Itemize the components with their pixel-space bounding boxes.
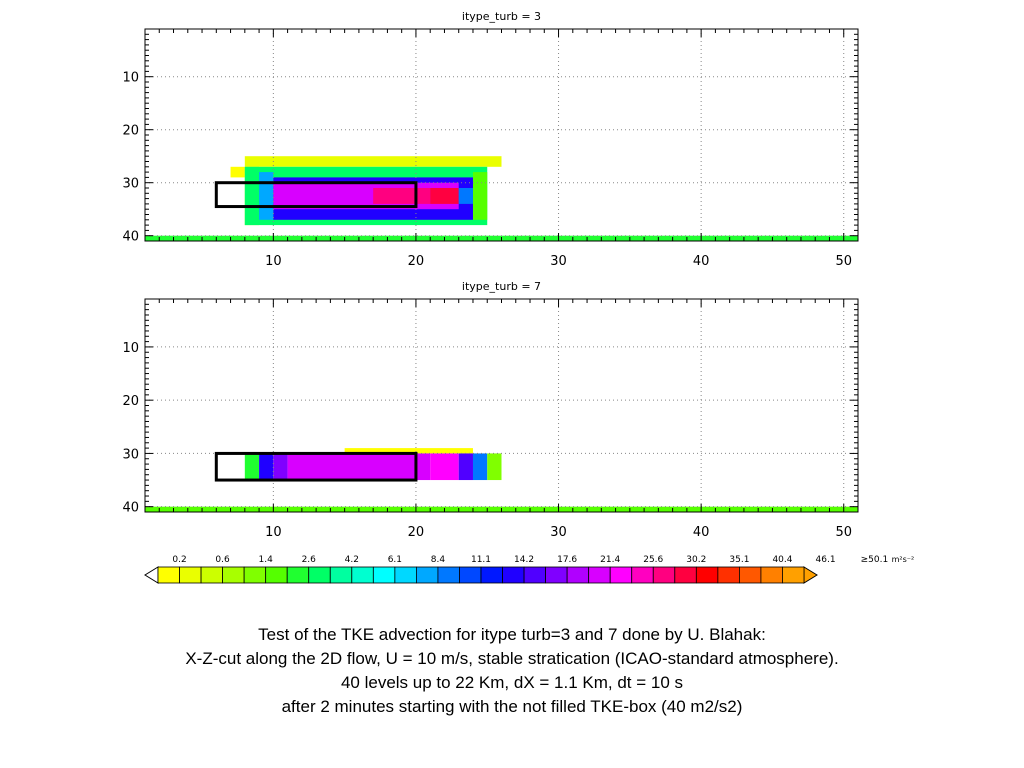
field-cell	[373, 188, 431, 204]
colorbar-label: 30.2	[686, 555, 706, 565]
y-tick-label: 30	[122, 177, 139, 192]
x-tick-label: 10	[265, 254, 282, 269]
figure: 10 20 30 40 50 10 20 30 40 itype_turb = 3 10 20 30 40…	[122, 10, 915, 584]
colorbar-under-arrow	[144, 566, 159, 584]
y-tick-label: 20	[122, 124, 139, 139]
caption: Test of the TKE advection for itype turb…	[0, 623, 1024, 719]
colorbar-swatch	[609, 566, 633, 584]
colorbar-swatch	[674, 566, 697, 584]
colorbar-swatch	[286, 566, 310, 584]
colorbar-label: 4.2	[345, 555, 359, 565]
field-cell	[230, 166, 245, 178]
colorbar-label: 21.4	[600, 555, 620, 565]
colorbar-label: 1.4	[259, 555, 274, 565]
colorbar-swatch	[502, 566, 525, 584]
field-cell	[458, 453, 473, 481]
initial-box	[214, 451, 418, 482]
x-tick-label: 40	[693, 525, 710, 540]
colorbar-swatch	[545, 566, 568, 584]
colorbar-swatch	[200, 566, 223, 584]
field-cell	[458, 188, 473, 204]
colorbar-units: m²s⁻²	[892, 555, 915, 564]
colorbar-swatch	[782, 566, 805, 584]
panel-title: itype_turb = 3	[462, 10, 541, 23]
colorbar-swatch	[437, 566, 460, 584]
caption-line-4: after 2 minutes starting with the not fi…	[281, 697, 743, 716]
colorbar-swatch	[308, 566, 331, 584]
colorbar-label: 25.6	[643, 555, 663, 565]
field-cell	[487, 453, 502, 481]
panel-1: 10 20 30 40 50 10 20 30 40 itype_turb = 3	[122, 10, 859, 269]
colorbar-swatch	[222, 566, 245, 584]
colorbar-swatch	[265, 566, 288, 584]
colorbar-swatch	[739, 566, 762, 584]
x-tick-label: 50	[835, 254, 852, 269]
colorbar-swatch	[459, 566, 482, 584]
colorbar-swatch	[695, 566, 719, 584]
colorbar-swatch	[351, 566, 374, 584]
initial-box	[214, 181, 418, 209]
colorbar: 0.2 0.6 1.4 2.6 4.2 6.1 8.4 11.1 14.2 17.6 21.4 25.…	[144, 555, 915, 584]
caption-line-1: Test of the TKE advection for itype turb…	[258, 625, 766, 644]
caption-line-3: 40 levels up to 22 Km, dX = 1.1 Km, dt =…	[340, 673, 684, 692]
field-cell	[259, 172, 274, 220]
field-cell	[344, 448, 473, 454]
field-cell	[430, 453, 459, 481]
field-cell	[273, 453, 288, 481]
colorbar-over-arrow	[803, 566, 818, 584]
colorbar-label: 46.1	[816, 555, 836, 565]
colorbar-label: 14.2	[514, 555, 534, 565]
colorbar-swatch	[329, 566, 353, 584]
colorbar-label: 0.2	[172, 555, 186, 565]
x-tick-label: 40	[693, 254, 710, 269]
colorbar-label: 17.6	[557, 555, 577, 565]
colorbar-label: 40.4	[772, 555, 792, 565]
field-cell	[287, 453, 431, 481]
colorbar-swatch	[415, 566, 439, 584]
y-tick-label: 10	[122, 71, 139, 86]
colorbar-swatch	[523, 566, 546, 584]
x-tick-label: 10	[265, 525, 282, 540]
field-cell	[259, 453, 274, 481]
colorbar-label: 6.1	[388, 555, 402, 565]
colorbar-swatch	[631, 566, 654, 584]
colorbar-label: ≥50.1	[861, 555, 889, 565]
field-cell	[244, 156, 502, 167]
x-tick-label: 20	[408, 525, 425, 540]
field-cell	[472, 453, 488, 481]
colorbar-label: 35.1	[729, 555, 749, 565]
x-tick-label: 30	[550, 525, 567, 540]
colorbar-swatch	[480, 566, 503, 584]
panel-2: 10 20 30 40 50 10 20 30 40 itype_turb = 7	[122, 280, 859, 540]
colorbar-swatch	[157, 566, 180, 584]
field-cell	[430, 188, 459, 204]
field-cell	[244, 453, 260, 481]
colorbar-label: 11.1	[471, 555, 491, 565]
x-tick-label: 50	[835, 525, 852, 540]
colorbar-swatch	[179, 566, 202, 584]
y-tick-label: 10	[122, 341, 139, 356]
panel-title: itype_turb = 7	[462, 280, 541, 293]
y-tick-label: 30	[122, 447, 139, 462]
colorbar-swatch	[588, 566, 611, 584]
colorbar-swatch	[372, 566, 396, 584]
colorbar-swatch	[566, 566, 590, 584]
colorbar-label: 2.6	[302, 555, 317, 565]
colorbar-swatch	[652, 566, 676, 584]
y-tick-label: 20	[122, 394, 139, 409]
y-tick-label: 40	[122, 230, 139, 245]
colorbar-label: 0.6	[215, 555, 230, 565]
colorbar-swatch	[243, 566, 267, 584]
colorbar-swatch	[394, 566, 417, 584]
x-tick-label: 30	[550, 254, 567, 269]
colorbar-swatch	[760, 566, 783, 584]
y-tick-label: 40	[122, 501, 139, 516]
x-tick-label: 20	[408, 254, 425, 269]
field-cell	[472, 172, 488, 220]
colorbar-swatch	[717, 566, 740, 584]
caption-line-2: X-Z-cut along the 2D flow, U = 10 m/s, s…	[185, 649, 839, 668]
colorbar-label: 8.4	[431, 555, 446, 565]
